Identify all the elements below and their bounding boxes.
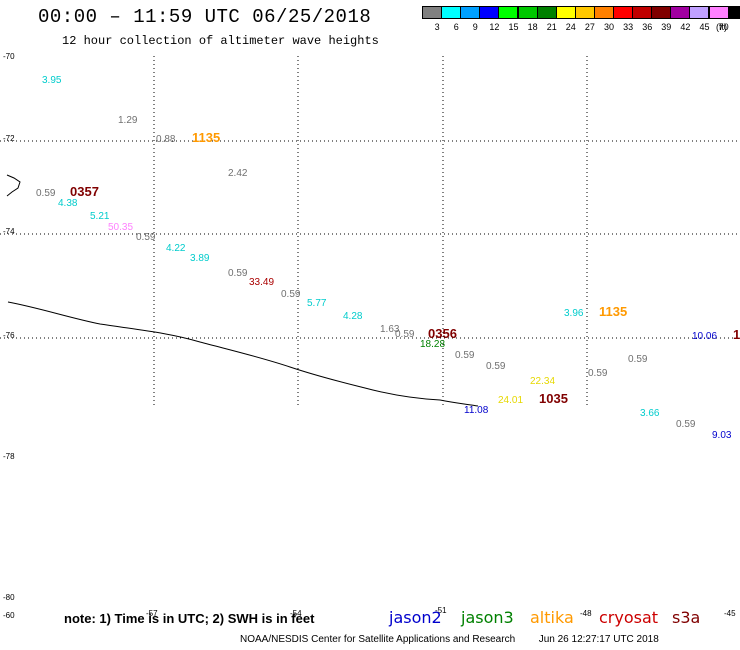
satellite-label-altika: altika: [530, 608, 574, 627]
legend-label: 15: [508, 22, 519, 32]
wave-height-value: 3.95: [42, 75, 62, 86]
wave-height-value: 3.96: [564, 308, 584, 319]
latitude-label: -72: [3, 134, 15, 143]
wave-height-value: 18.28: [420, 339, 445, 350]
satellite-label-jason2: jason2: [389, 608, 442, 627]
wave-height-value: 0.59: [36, 188, 56, 199]
wave-height-value: 2.42: [228, 168, 248, 179]
latitude-label: -80: [3, 593, 15, 602]
footer-credit: NOAA/NESDIS Center for Satellite Applica…: [240, 634, 659, 645]
wave-height-value: 1135: [599, 304, 627, 319]
longitude-label: -48: [580, 609, 592, 618]
latitude-label: -76: [3, 331, 15, 340]
legend-label: 33: [623, 22, 634, 32]
latitude-label: -74: [3, 227, 15, 236]
page-title: 00:00 – 11:59 UTC 06/25/2018: [38, 6, 372, 28]
legend-label: 12: [489, 22, 500, 32]
island-outline: [6, 174, 21, 197]
satellite-label-s3a: s3a: [672, 608, 701, 627]
wave-height-value: 1.63: [380, 324, 400, 335]
wave-height-value: 4.28: [343, 311, 363, 322]
latitude-label: -78: [3, 452, 15, 461]
legend-label: 18: [527, 22, 538, 32]
wave-height-value: 22.34: [530, 376, 555, 387]
wave-height-value: 4.38: [58, 198, 78, 209]
wave-height-value: 0357: [70, 184, 99, 199]
wave-height-value: 1.29: [118, 115, 138, 126]
legend-swatch: [727, 6, 740, 19]
footer-note: note: 1) Time is in UTC; 2) SWH is in fe…: [64, 611, 315, 626]
wave-height-value: 33.49: [249, 277, 274, 288]
longitude-label: -54: [290, 609, 302, 618]
wave-height-value: 0.59: [228, 268, 248, 279]
wave-height-value: 0356: [428, 326, 457, 341]
wave-height-value: 3.66: [640, 408, 660, 419]
coastline: [7, 301, 479, 407]
wave-height-value: 0.59: [628, 354, 648, 365]
wave-height-value: 1035: [539, 391, 568, 406]
legend-label: 3: [434, 22, 440, 32]
axis-labels: -70 -72 -74 -76 -78 -80 -60 -57 -54 -51 -48 -45: [3, 52, 736, 620]
legend-unit: (ft): [716, 22, 727, 32]
wave-height-value: 10.06: [692, 331, 717, 342]
legend-label: 27: [584, 22, 595, 32]
legend-label: 39: [661, 22, 672, 32]
wave-height-value: 1: [733, 327, 740, 342]
legend-label: 45: [699, 22, 710, 32]
wave-height-value: 50.35: [108, 222, 133, 233]
satellite-label-cryosat: cryosat: [599, 608, 659, 627]
wave-height-value: 0.59: [588, 368, 608, 379]
longitude-label: -57: [146, 609, 158, 618]
legend-label: 21: [546, 22, 557, 32]
wave-height-value: 1135: [192, 130, 220, 145]
wave-height-value: 0.59: [395, 329, 415, 340]
longitude-label: -45: [724, 609, 736, 618]
wave-height-value: 4.22: [166, 243, 186, 254]
wave-height-value: 0.59: [136, 232, 156, 243]
wave-height-value: 0.59: [455, 350, 475, 361]
legend-label: 9: [472, 22, 478, 32]
wave-height-value: 0.88: [156, 134, 176, 145]
wave-height-value: 0.59: [676, 419, 696, 430]
graticule: [0, 56, 740, 406]
longitude-label: -60: [3, 611, 15, 620]
page-subtitle: 12 hour collection of altimeter wave hei…: [62, 34, 379, 48]
longitude-label: -51: [435, 606, 447, 615]
wave-height-value: 3.89: [190, 253, 210, 264]
legend-label: 24: [565, 22, 576, 32]
timestamp: Jun 26 12:27:17 UTC 2018: [538, 634, 659, 645]
wave-height-value: 5.21: [90, 211, 110, 222]
legend-label: 30: [604, 22, 615, 32]
credit-text: NOAA/NESDIS Center for Satellite Applica…: [240, 634, 516, 645]
wave-height-value: 5.77: [307, 298, 327, 309]
wave-height-value: 9.03: [712, 430, 732, 441]
wave-height-value: 11.08: [464, 405, 489, 416]
wave-height-value: 0.59: [486, 361, 506, 372]
satellite-label-jason3: jason3: [461, 608, 514, 627]
wave-height-value: 0.59: [281, 289, 301, 300]
legend-label: 70: [718, 22, 729, 32]
legend-label: 42: [680, 22, 691, 32]
legend-label: 6: [453, 22, 459, 32]
latitude-label: -70: [3, 52, 15, 61]
wave-height-value: 24.01: [498, 395, 523, 406]
legend-label: 36: [642, 22, 653, 32]
